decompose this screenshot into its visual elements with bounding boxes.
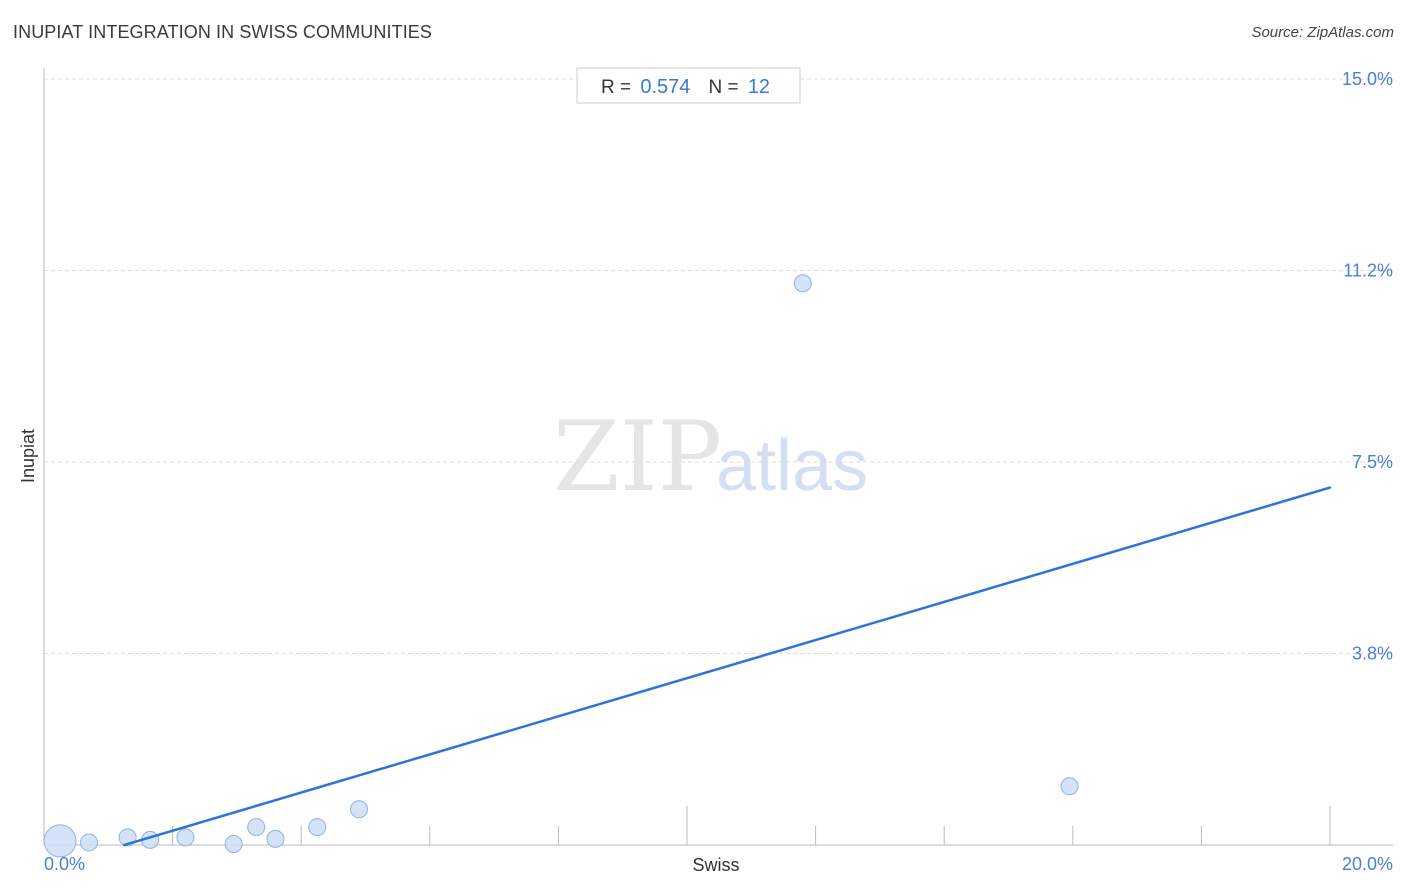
stats-box: R = 0.574 N = 12 (576, 67, 801, 104)
y-axis-label: Inupiat (18, 429, 38, 483)
x-tick-label-0: 0.0% (44, 854, 85, 874)
data-points (43, 274, 1079, 858)
data-point-4 (176, 828, 195, 847)
data-point-5 (224, 834, 243, 853)
data-point-11 (1060, 777, 1079, 796)
y-tick-label-2: 11.2% (1343, 261, 1393, 281)
stats-text: R = 0.574 N = 12 (601, 76, 770, 98)
data-point-0 (43, 824, 77, 858)
gridlines (44, 78, 1393, 654)
y-tick-labels: 3.8% 7.5% 11.2% 15.0% (1342, 69, 1393, 664)
y-tick-label-3: 15.0% (1342, 69, 1393, 89)
x-axis-label: Swiss (692, 855, 739, 875)
x-tick-labels: 0.0% 20.0% (44, 854, 1393, 874)
stats-box-frame (576, 67, 801, 104)
data-point-1 (80, 833, 99, 852)
y-tick-label-0: 3.8% (1352, 644, 1393, 664)
data-point-8 (308, 818, 327, 837)
trend-line (123, 486, 1332, 847)
r-value: 0.574 (640, 76, 690, 98)
data-point-6 (247, 818, 266, 837)
x-ticks (43, 806, 1331, 845)
data-point-10 (793, 274, 812, 293)
source-credit: Source: ZipAtlas.com (1251, 24, 1394, 41)
data-point-7 (266, 829, 285, 848)
watermark-zip: ZIP (553, 401, 722, 513)
r-label: R = (601, 77, 636, 98)
x-tick-label-1: 20.0% (1342, 854, 1393, 874)
y-tick-label-1: 7.5% (1352, 452, 1393, 472)
watermark-atlas: atlas (716, 426, 868, 506)
data-point-9 (350, 800, 369, 819)
n-label: N = (708, 77, 743, 98)
axes (43, 68, 1393, 846)
n-value: 12 (748, 76, 770, 98)
chart-title: INUPIAT INTEGRATION IN SWISS COMMUNITIES (13, 22, 433, 42)
trend-layer (123, 486, 1332, 847)
